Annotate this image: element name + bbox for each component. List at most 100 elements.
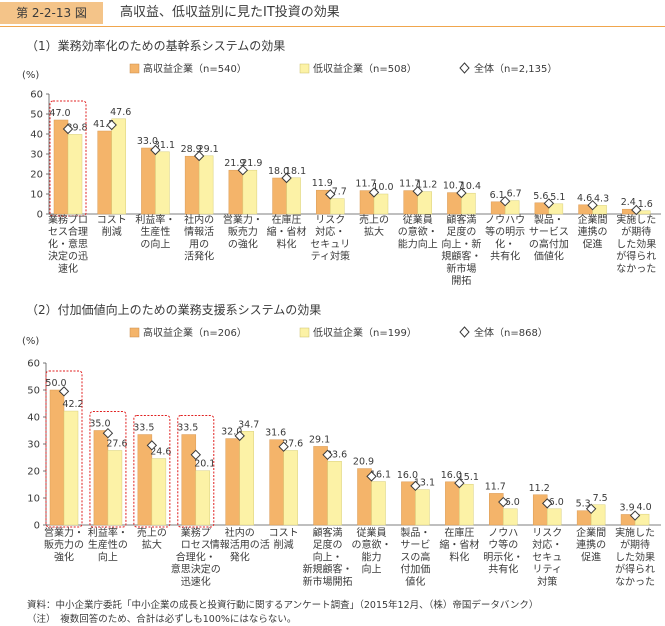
chart-title: （1）業務効率化のための基幹系システムの効果 [26,38,285,53]
highlight-box [49,100,87,217]
category-label: 化・意思 [48,237,88,250]
category-label: 製品・ [534,213,564,226]
category-label: の強化 [228,237,258,250]
value-label-low: 29.1 [198,144,219,155]
value-label-high: 21.9 [224,158,245,169]
category-label: 向上 [98,550,118,563]
value-label-high: 3.9 [620,502,635,513]
chart-1-core-systems: （1）業務効率化のための基幹系システムの効果 (%) 高収益企業（n=540） 低収益… [22,38,661,287]
overall-marker [281,172,292,184]
value-label-low: 27.6 [282,438,303,449]
category-label: 売上の [137,526,167,539]
bar-high [225,438,240,526]
overall-marker [542,498,553,509]
category-label: セキュリ [310,238,350,250]
legend-swatch-low [299,63,310,74]
value-label-high: 11.7 [485,481,506,492]
bar-low [67,134,83,215]
value-label-high: 50.0 [45,378,66,389]
overall-marker [106,119,117,131]
overall-marker [237,164,249,176]
overall-marker [412,185,423,197]
legend-label-overall: 全体（n=868） [474,326,548,339]
category-label: の意欲・ [398,225,438,238]
y-tick-label: 10 [27,494,40,505]
category-label: 営業力・ [223,213,263,226]
y-axis-unit: (%) [22,336,39,347]
overall-marker [62,123,74,135]
overall-marker [585,503,597,515]
category-label: 発化 [230,550,250,563]
category-label: 製品・ [400,526,430,539]
bar-low [330,198,345,215]
category-label: 連携の [576,538,606,551]
category-label: ウ等の [488,538,518,551]
category-label: 生産性 [140,225,170,238]
category-label: 業務プロ [48,213,88,226]
category-label: 縮・省材 [267,225,307,238]
category-label: 対応・ [315,225,345,238]
category-label: 削減 [102,225,122,238]
category-label: 削減 [274,538,294,551]
overall-marker [190,449,201,461]
category-label: 足度の [313,538,343,551]
y-tick-label: 40 [27,413,40,424]
value-label-low: 34.7 [238,419,259,430]
bar-low [151,458,167,526]
category-label: 明示化・ [483,550,523,563]
value-label-high: 47.0 [49,108,70,119]
category-label: 決定の迅 [48,250,88,263]
source-note: 資料：中小企業庁委託「中小企業の成長と投資行動に関するアンケート調査」（2015… [27,600,539,611]
category-label: が期待 [620,538,650,551]
category-label: 新市場開拓 [303,575,353,588]
bar-low [373,193,389,215]
category-label: 社内の [184,213,214,226]
category-label: 縮・省材 [439,538,479,551]
overall-marker [58,386,70,397]
figure-header: 第 2-2-13 図 高収益、低収益別に見たIT投資の効果 [0,0,665,27]
category-label: 用の [189,239,209,250]
legend-swatch-high [129,327,140,338]
bar-low [415,489,430,526]
bar-low [239,431,254,526]
overall-marker [454,477,465,489]
overall-marker [102,427,114,439]
figure-label: 第 2-2-13 図 [0,2,103,24]
y-tick-label: 30 [27,440,40,451]
overall-marker [146,440,158,451]
category-label: 業務プ [181,526,211,539]
value-label-high: 41.5 [93,119,114,130]
bar-low [283,450,298,526]
category-label: が得られ [615,563,655,576]
category-label: 営業力・ [44,526,84,539]
value-label-low: 6.0 [549,497,564,508]
value-label-high: 4.6 [577,193,592,204]
category-label: 値化 [405,575,425,588]
category-label: 迅速化 [181,575,211,588]
value-label-high: 11.2 [529,483,550,494]
y-tick-label: 0 [34,521,40,532]
category-label: 規顧客・ [441,250,481,263]
value-label-low: 7.7 [332,187,347,198]
value-label-low: 7.5 [593,493,608,504]
bar-high [576,510,592,526]
highlight-box [45,370,83,528]
category-label: 連携の [578,225,608,238]
category-label: 従業員 [403,213,433,226]
highlight-box [177,415,215,528]
value-label-low: 15.1 [458,472,479,483]
category-label: リスク [315,214,345,226]
category-label: の意欲・ [352,538,392,551]
legend-label-low: 低収益企業（n=508） [313,62,417,75]
category-label: 企業間 [576,526,606,539]
y-tick-label: 50 [27,386,40,397]
category-label: ノウハ [488,527,518,539]
category-label: 能力向上 [398,237,438,250]
category-label: 実施した [615,526,655,539]
legend-label-overall: 全体（n=2,135） [474,62,557,75]
bar-high [49,389,65,526]
value-label-low: 6.0 [505,497,520,508]
category-label: が期待 [621,225,651,238]
category-label: 促進 [581,550,601,563]
bar-low [327,461,342,526]
